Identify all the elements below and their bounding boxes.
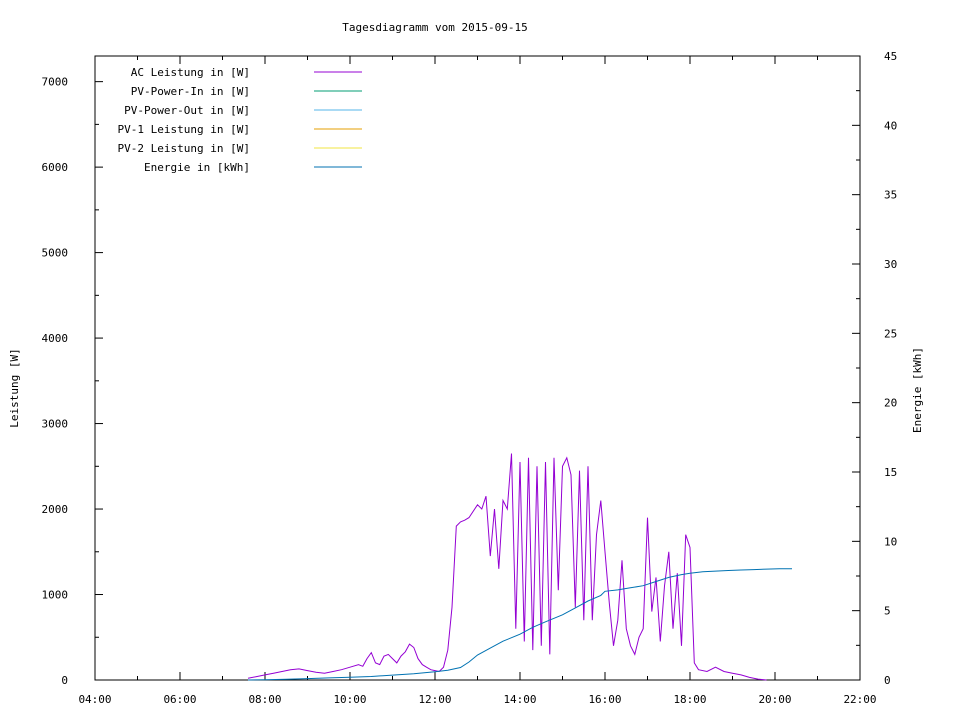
y-axis-label: Leistung [W]: [8, 348, 21, 427]
x-tick-label: 20:00: [758, 693, 791, 706]
y2-tick-label: 35: [884, 189, 897, 202]
legend-label: PV-1 Leistung in [W]: [118, 123, 250, 136]
x-tick-label: 22:00: [843, 693, 876, 706]
series-line-0: [247, 453, 767, 681]
chart-title: Tagesdiagramm vom 2015-09-15: [342, 21, 527, 34]
legend-label: AC Leistung in [W]: [131, 66, 250, 79]
legend-label: PV-2 Leistung in [W]: [118, 142, 250, 155]
x-tick-label: 18:00: [673, 693, 706, 706]
y2-tick-label: 25: [884, 327, 897, 340]
legend: AC Leistung in [W] PV-Power-In in [W] PV-P…: [118, 66, 362, 174]
y-tick-label: 0: [61, 674, 68, 687]
series-line-5: [247, 568, 793, 681]
y2-tick-label: 0: [884, 674, 891, 687]
legend-label: PV-Power-In in [W]: [131, 85, 250, 98]
y2-tick-label: 20: [884, 397, 897, 410]
x-tick-label: 14:00: [503, 693, 536, 706]
legend-label: PV-Power-Out in [W]: [124, 104, 250, 117]
axes: 04:00 06:00 08:00 10:00 12:00 14:00 16:00 18:00…: [42, 50, 898, 706]
y2-tick-label: 30: [884, 258, 897, 271]
x-tick-label: 10:00: [333, 693, 366, 706]
y-tick-label: 5000: [42, 247, 69, 260]
y2-tick-label: 5: [884, 605, 891, 618]
y2-tick-label: 10: [884, 535, 897, 548]
y-tick-label: 2000: [42, 503, 69, 516]
x-tick-label: 12:00: [418, 693, 451, 706]
x-tick-label: 16:00: [588, 693, 621, 706]
y2-tick-label: 40: [884, 119, 897, 132]
x-tick-label: 08:00: [248, 693, 281, 706]
y2-tick-label: 45: [884, 50, 897, 63]
y2-axis-label: Energie [kWh]: [911, 347, 924, 433]
y-tick-label: 6000: [42, 161, 69, 174]
y-tick-label: 3000: [42, 418, 69, 431]
series-lines: [247, 453, 793, 681]
y-tick-label: 7000: [42, 76, 69, 89]
x-tick-label: 04:00: [78, 693, 111, 706]
y-tick-label: 1000: [42, 589, 69, 602]
x-tick-label: 06:00: [163, 693, 196, 706]
legend-label: Energie in [kWh]: [144, 161, 250, 174]
y-tick-label: 4000: [42, 332, 69, 345]
y2-tick-label: 15: [884, 466, 897, 479]
